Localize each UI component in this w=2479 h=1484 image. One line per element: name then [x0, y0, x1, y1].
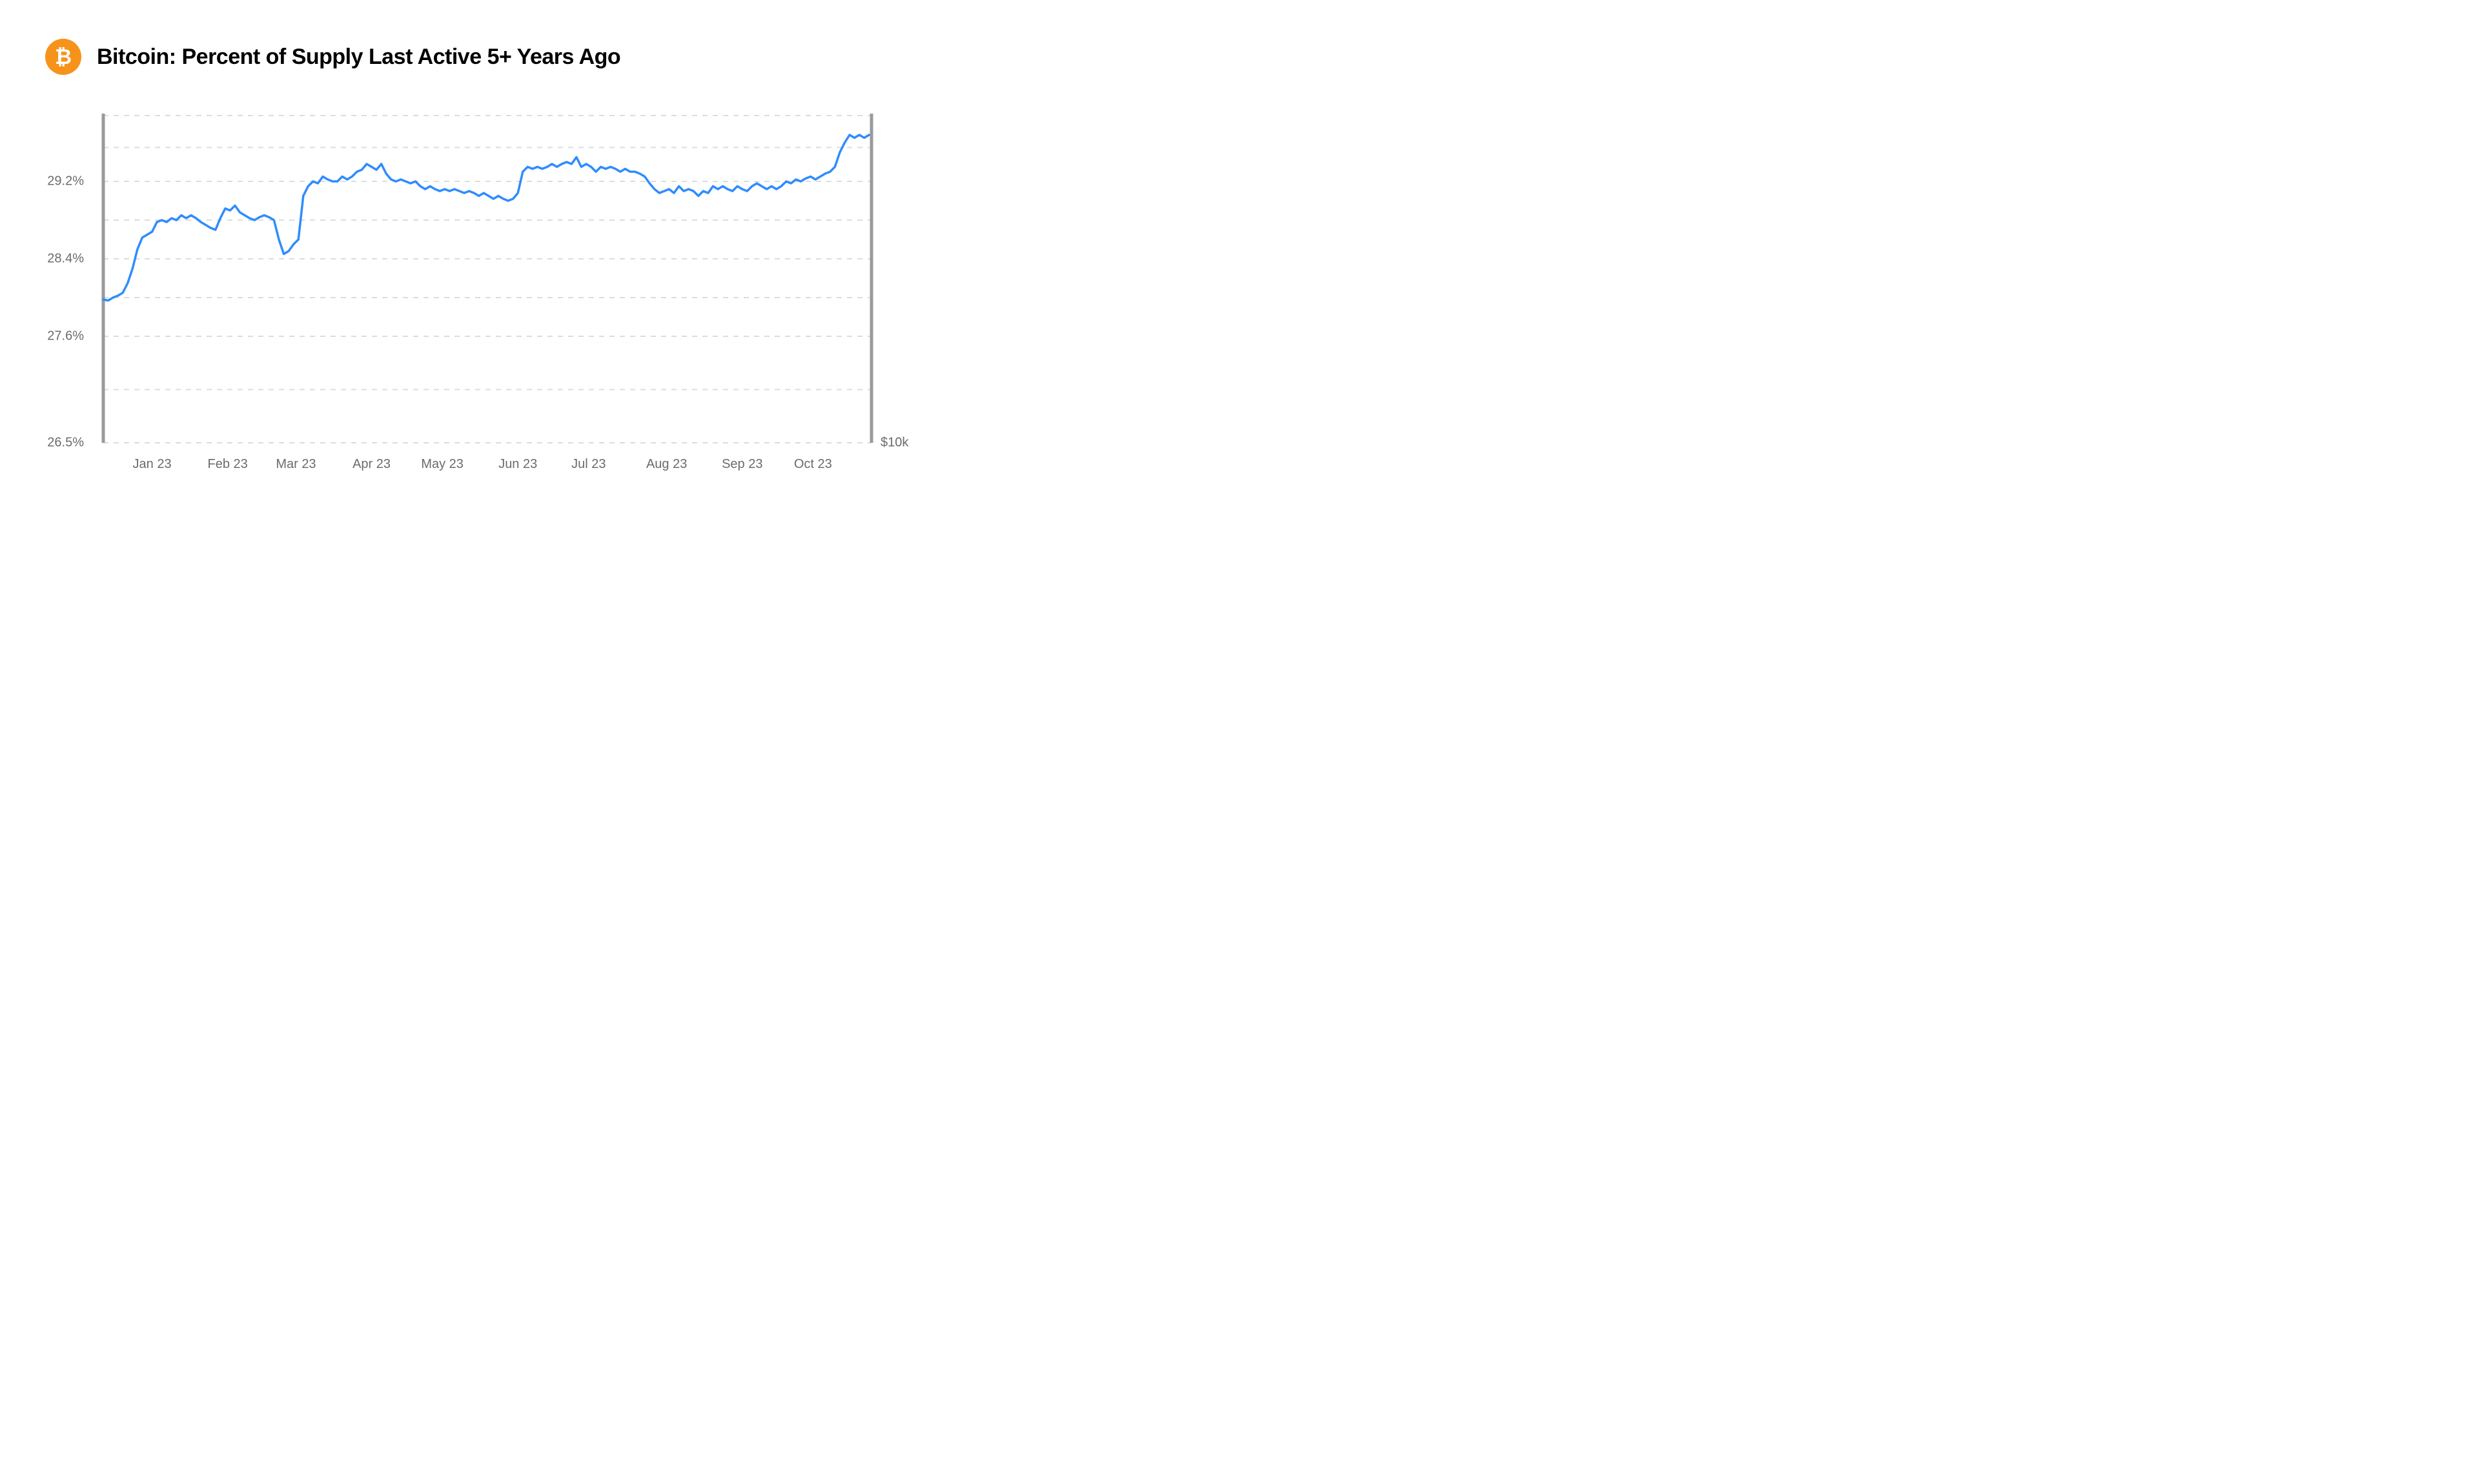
x-axis-tick-label: Aug 23 — [646, 457, 687, 472]
chart-header: ₿ Bitcoin: Percent of Supply Last Active… — [45, 39, 914, 75]
bitcoin-icon: ₿ — [45, 39, 81, 75]
series-line — [103, 135, 869, 301]
x-axis-tick-label: Jan 23 — [133, 457, 172, 472]
x-axis-tick-label: Apr 23 — [352, 457, 391, 472]
x-axis-tick-label: Jun 23 — [498, 457, 537, 472]
x-axis-tick-label: Oct 23 — [794, 457, 832, 472]
x-axis-tick-label: Sep 23 — [722, 457, 762, 472]
y-axis-tick-label: 28.4% — [32, 252, 84, 267]
chart-plot-area: 26.5% 27.6% 28.4% 29.2% $10k Jan 23 Feb 23 Mar … — [32, 114, 914, 475]
chart-container: ₿ Bitcoin: Percent of Supply Last Active… — [0, 0, 940, 501]
line-chart-svg — [32, 114, 923, 449]
y2-axis-tick-label: $10k — [881, 436, 908, 451]
y-axis-tick-label: 27.6% — [32, 329, 84, 344]
x-axis-tick-label: Jul 23 — [571, 457, 606, 472]
x-axis-tick-label: Feb 23 — [208, 457, 248, 472]
chart-title: Bitcoin: Percent of Supply Last Active 5… — [97, 45, 620, 70]
y-axis-tick-label: 29.2% — [32, 174, 84, 189]
y-axis-tick-label: 26.5% — [32, 436, 84, 451]
x-axis-tick-label: May 23 — [421, 457, 464, 472]
x-axis-tick-label: Mar 23 — [276, 457, 316, 472]
bitcoin-glyph: ₿ — [55, 45, 72, 69]
